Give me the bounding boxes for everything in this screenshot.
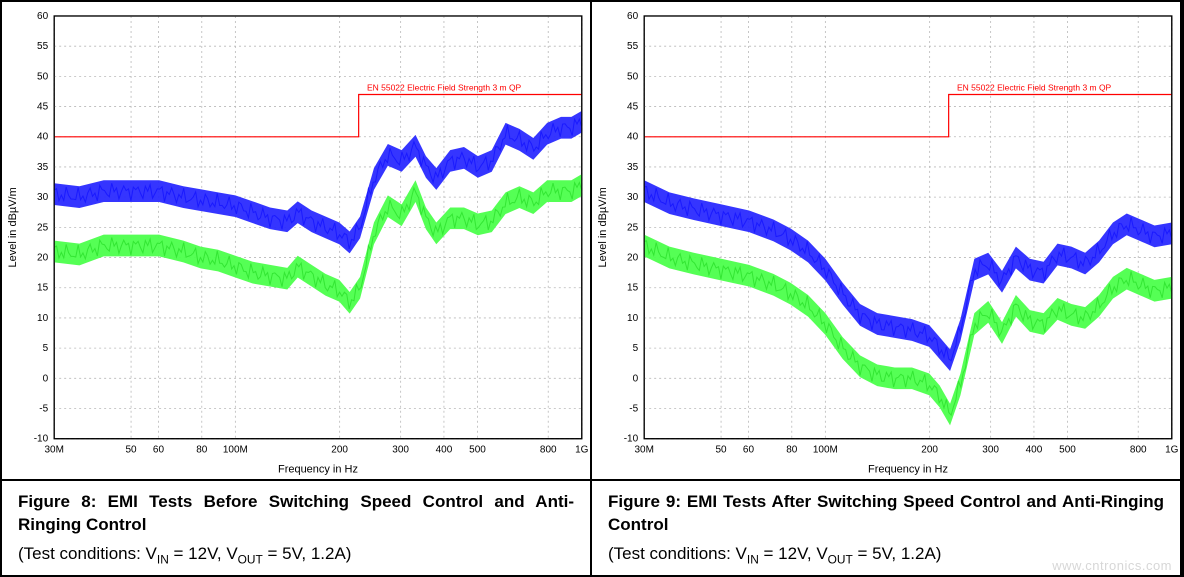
svg-text:Frequency in Hz: Frequency in Hz xyxy=(868,464,948,476)
svg-text:EN 55022 Electric Field Streng: EN 55022 Electric Field Strength 3 m QP xyxy=(367,82,522,92)
caption-title-fig8: Figure 8: EMI Tests Before Switching Spe… xyxy=(18,491,574,537)
svg-text:800: 800 xyxy=(1130,445,1147,456)
caption-fig8: Figure 8: EMI Tests Before Switching Spe… xyxy=(2,481,590,575)
svg-text:45: 45 xyxy=(37,102,49,113)
svg-text:300: 300 xyxy=(982,445,999,456)
svg-text:1G: 1G xyxy=(1165,445,1179,456)
svg-text:60: 60 xyxy=(37,11,49,22)
svg-text:30M: 30M xyxy=(634,445,653,456)
caption-sub-fig9: (Test conditions: VIN = 12V, VOUT = 5V, … xyxy=(608,543,1164,567)
svg-text:100M: 100M xyxy=(813,445,838,456)
svg-text:15: 15 xyxy=(627,283,639,294)
chart-svg: -10 -5 0 5 10 15 20 25 30 35 40 45 50 55 60 30M 50 60 80 10… xyxy=(2,2,590,479)
svg-text:-10: -10 xyxy=(34,434,49,445)
svg-text:0: 0 xyxy=(633,373,639,384)
svg-text:50: 50 xyxy=(716,445,728,456)
svg-text:100M: 100M xyxy=(223,445,248,456)
svg-text:200: 200 xyxy=(331,445,348,456)
caption-sub-fig8: (Test conditions: VIN = 12V, VOUT = 5V, … xyxy=(18,543,574,567)
svg-text:35: 35 xyxy=(37,162,49,173)
svg-text:0: 0 xyxy=(43,373,49,384)
figure-pair-container: -10-505101520253035404550556030M50608010… xyxy=(0,0,1184,577)
caption-title-fig9: Figure 9: EMI Tests After Switching Spee… xyxy=(608,491,1164,537)
svg-text:30M: 30M xyxy=(44,445,63,456)
svg-text:5: 5 xyxy=(633,343,639,354)
svg-text:500: 500 xyxy=(1059,445,1076,456)
svg-text:40: 40 xyxy=(37,132,49,143)
svg-text:300: 300 xyxy=(392,445,409,456)
svg-text:800: 800 xyxy=(540,445,557,456)
panel-figure-8: -10 -5 0 5 10 15 20 25 30 35 40 45 50 55 60 30M 50 60 80 10… xyxy=(2,2,592,575)
svg-text:5: 5 xyxy=(43,343,49,354)
svg-text:500: 500 xyxy=(469,445,486,456)
panel-figure-9: -10 -5 0 5 10 15 20 25 30 35 40 45 50 55 60 30M 50 60 80 10… xyxy=(592,2,1182,575)
svg-text:55: 55 xyxy=(37,41,49,52)
svg-text:200: 200 xyxy=(921,445,938,456)
chart-svg: -10 -5 0 5 10 15 20 25 30 35 40 45 50 55 60 30M 50 60 80 10… xyxy=(592,2,1180,479)
svg-text:40: 40 xyxy=(627,132,639,143)
svg-text:60: 60 xyxy=(743,445,755,456)
svg-text:Level in dBµV/m: Level in dBµV/m xyxy=(597,187,609,267)
svg-text:25: 25 xyxy=(627,222,639,233)
caption-fig9: Figure 9: EMI Tests After Switching Spee… xyxy=(592,481,1180,575)
svg-text:50: 50 xyxy=(627,71,639,82)
svg-text:Frequency in Hz: Frequency in Hz xyxy=(278,464,358,476)
svg-text:80: 80 xyxy=(196,445,208,456)
svg-text:60: 60 xyxy=(627,11,639,22)
svg-text:1G: 1G xyxy=(575,445,589,456)
svg-text:-5: -5 xyxy=(629,404,638,415)
svg-text:30: 30 xyxy=(627,192,639,203)
svg-text:45: 45 xyxy=(627,102,639,113)
svg-text:10: 10 xyxy=(37,313,49,324)
svg-text:55: 55 xyxy=(627,41,639,52)
svg-text:30: 30 xyxy=(37,192,49,203)
svg-text:20: 20 xyxy=(37,253,49,264)
svg-text:400: 400 xyxy=(436,445,453,456)
svg-text:50: 50 xyxy=(37,71,49,82)
svg-text:EN 55022 Electric Field Streng: EN 55022 Electric Field Strength 3 m QP xyxy=(957,82,1112,92)
svg-text:80: 80 xyxy=(786,445,798,456)
chart-fig9: -10 -5 0 5 10 15 20 25 30 35 40 45 50 55 60 30M 50 60 80 10… xyxy=(592,2,1180,481)
svg-text:35: 35 xyxy=(627,162,639,173)
svg-text:25: 25 xyxy=(37,222,49,233)
svg-text:15: 15 xyxy=(37,283,49,294)
svg-text:400: 400 xyxy=(1026,445,1043,456)
svg-text:50: 50 xyxy=(126,445,138,456)
svg-text:-10: -10 xyxy=(624,434,639,445)
svg-text:10: 10 xyxy=(627,313,639,324)
svg-text:60: 60 xyxy=(153,445,165,456)
svg-text:Level in dBµV/m: Level in dBµV/m xyxy=(7,187,19,267)
chart-fig8: -10 -5 0 5 10 15 20 25 30 35 40 45 50 55 60 30M 50 60 80 10… xyxy=(2,2,590,481)
svg-text:-5: -5 xyxy=(39,404,48,415)
svg-text:20: 20 xyxy=(627,253,639,264)
